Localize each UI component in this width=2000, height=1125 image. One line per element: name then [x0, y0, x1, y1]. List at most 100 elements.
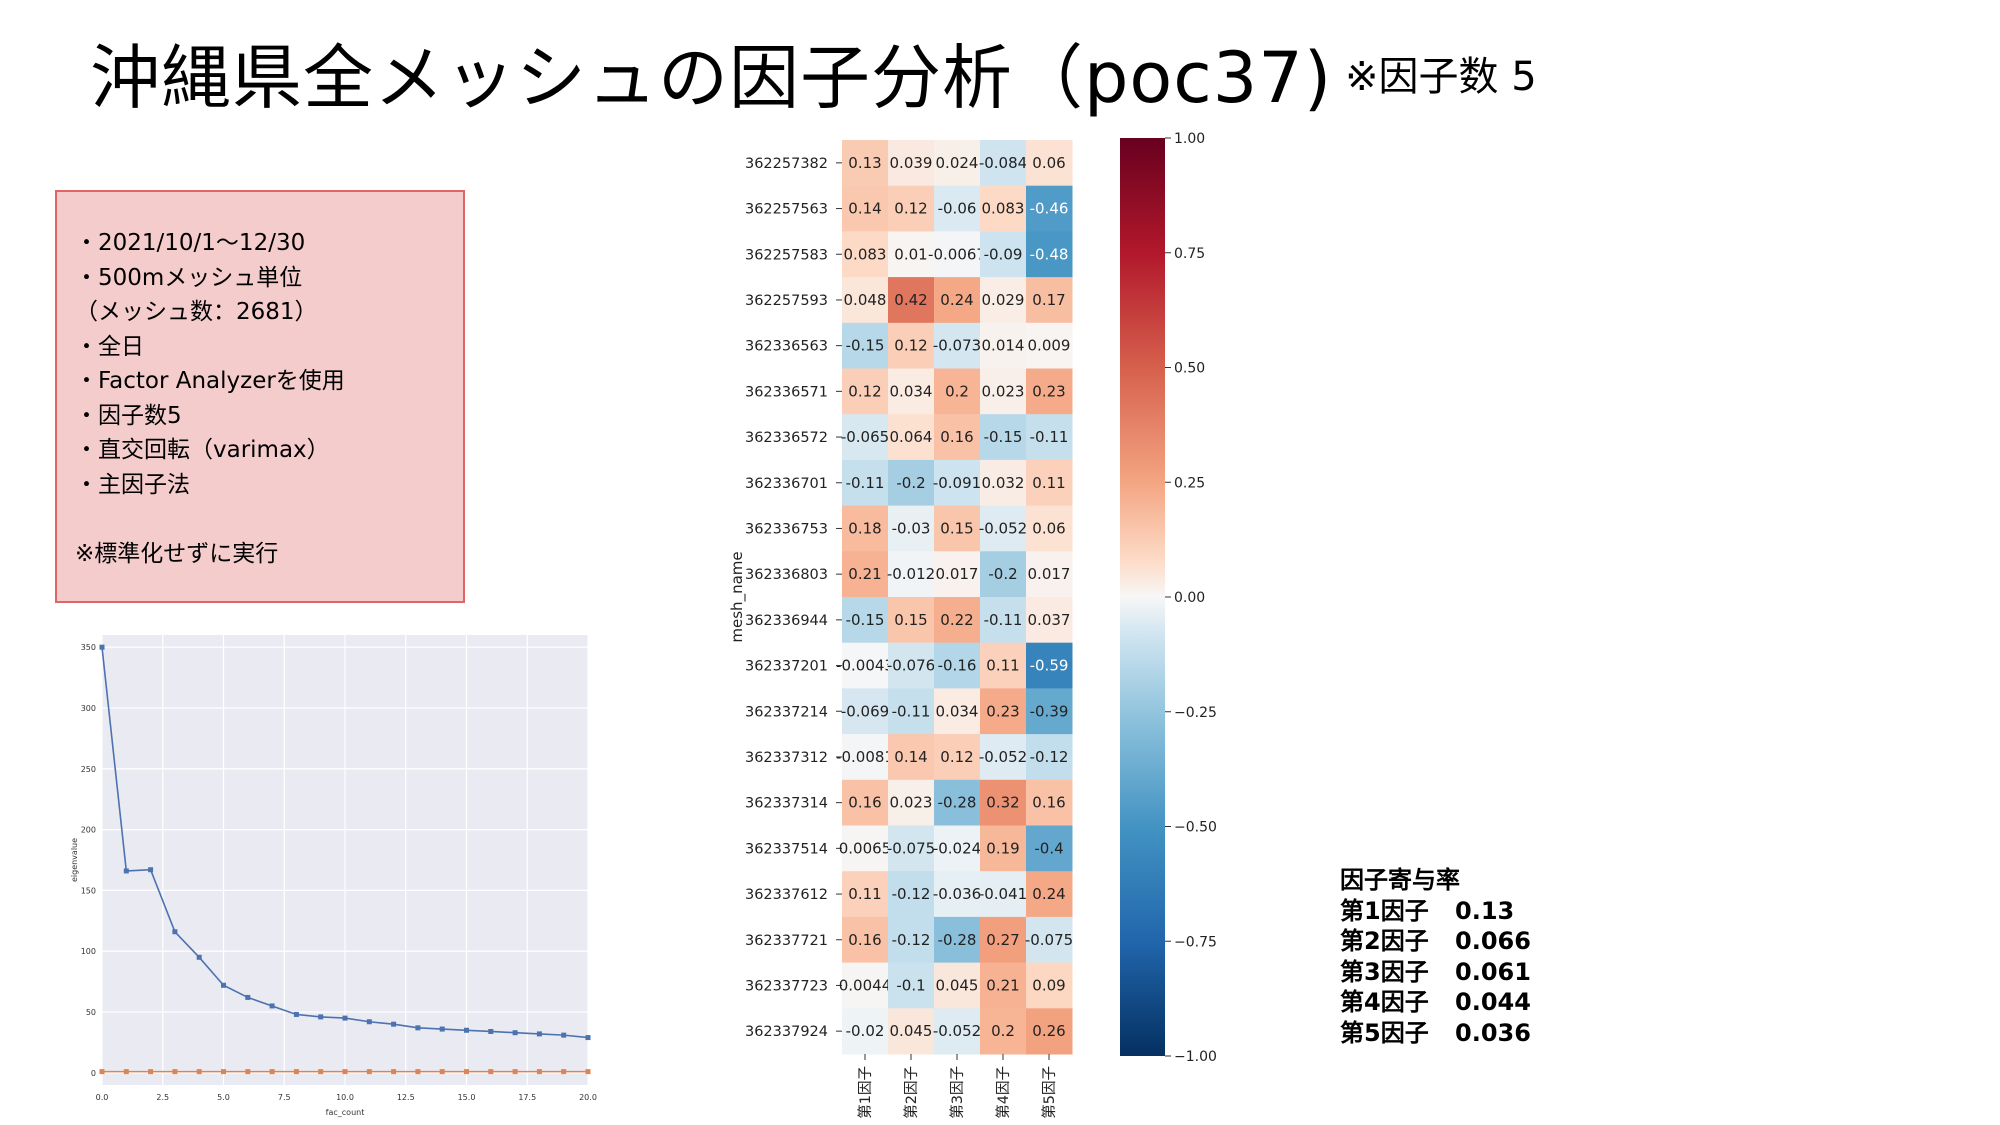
heatmap-cell — [1026, 185, 1073, 232]
cell-value: 0.12 — [940, 748, 973, 766]
cell-value: 0.014 — [982, 337, 1025, 355]
heatmap-cell — [842, 322, 889, 369]
cell-value: -0.12 — [1030, 748, 1069, 766]
heatmap-cell — [1026, 277, 1073, 324]
heatmap-cell — [1026, 231, 1073, 278]
cell-value: 0.023 — [982, 382, 1025, 400]
cell-value: -0.091 — [933, 474, 981, 492]
row-label: 362337314 — [745, 796, 828, 812]
heatmap-cell — [888, 825, 935, 872]
heatmap-cell — [888, 688, 935, 735]
heatmap-cell — [1026, 368, 1073, 415]
heatmap-cell — [1026, 1008, 1073, 1055]
cell-value: 0.23 — [986, 702, 1019, 720]
cell-value: 0.18 — [848, 519, 881, 537]
row-label: 362337214 — [745, 704, 828, 720]
row-label: 362336753 — [745, 521, 828, 537]
heatmap-cell — [980, 140, 1027, 187]
heatmap-cell — [842, 642, 889, 689]
heatmap-cell — [980, 871, 1027, 918]
heatmap-cell — [980, 779, 1027, 826]
heatmap-cell — [980, 551, 1027, 598]
cell-value: 0.024 — [936, 154, 979, 172]
cell-value: 0.24 — [940, 291, 973, 309]
row-label: 362336803 — [745, 567, 828, 583]
cell-value: 0.12 — [894, 200, 927, 218]
colorbar-tick-label: 0.25 — [1174, 475, 1205, 491]
cell-value: 0.017 — [1028, 565, 1071, 583]
heatmap-cell — [934, 322, 981, 369]
contribution-table: 因子寄与率 第1因子 0.13 第2因子 0.066 第3因子 0.061 第4… — [1340, 865, 1531, 1048]
heatmap-cell — [888, 1008, 935, 1055]
contribution-label: 第1因子 — [1340, 896, 1429, 925]
cell-value: -0.0067 — [928, 245, 986, 263]
contribution-row: 第3因子 0.061 — [1340, 957, 1531, 988]
y-tick-label: 200 — [81, 826, 96, 835]
heatmap-cell — [980, 825, 1027, 872]
heatmap-cell — [1026, 688, 1073, 735]
data-point — [342, 1015, 348, 1021]
cell-value: -0.46 — [1030, 200, 1069, 218]
cell-value: 0.24 — [1032, 885, 1065, 903]
data-point — [221, 1069, 226, 1075]
cell-value: -0.39 — [1030, 702, 1069, 720]
heatmap-cell — [842, 688, 889, 735]
heatmap-cell — [934, 551, 981, 598]
data-point — [585, 1069, 591, 1075]
cell-value: 0.12 — [848, 382, 881, 400]
heatmap-cell — [934, 825, 981, 872]
cell-value: -0.4 — [1034, 839, 1063, 857]
data-point — [439, 1026, 445, 1032]
heatmap-cell — [888, 779, 935, 826]
row-label: 362336563 — [745, 339, 828, 355]
info-box: ・2021/10/1〜12/30 ・500mメッシュ単位 （メッシュ数：2681… — [55, 190, 465, 603]
cell-value: 0.2 — [991, 1022, 1015, 1040]
cell-value: -0.041 — [979, 885, 1027, 903]
cell-value: -0.16 — [938, 657, 977, 675]
cell-value: 0.23 — [1032, 382, 1065, 400]
data-point — [488, 1069, 494, 1075]
heatmap-cell — [934, 459, 981, 507]
data-point — [439, 1069, 445, 1075]
cell-value: -0.09 — [984, 245, 1023, 263]
cell-value: 0.037 — [1028, 611, 1071, 629]
info-line: ・Factor Analyzerを使用 — [75, 368, 345, 394]
cell-value: -0.012 — [887, 565, 935, 583]
colorbar-tick-label: 0.50 — [1174, 361, 1205, 377]
cell-value: 0.039 — [890, 154, 933, 172]
info-line — [75, 502, 445, 537]
heatmap-cell — [888, 368, 935, 415]
cell-value: 0.21 — [986, 976, 1019, 994]
contribution-value: 0.061 — [1455, 957, 1531, 986]
scree-plot: 0.0 2.5 5.0 7.5 10.0 12.5 15.0 17.5 20.0 0 50 100 15… — [70, 635, 597, 1117]
heatmap-cell — [980, 231, 1027, 278]
heatmap-cell — [842, 459, 889, 507]
colorbar-tick-label: 0.00 — [1174, 590, 1205, 606]
data-point — [536, 1031, 542, 1037]
data-point — [512, 1030, 518, 1036]
heatmap-cell — [842, 1008, 889, 1055]
cell-value: -0.024 — [933, 839, 981, 857]
data-point — [464, 1069, 469, 1075]
cell-value: -0.2 — [896, 474, 925, 492]
cell-value: -0.11 — [984, 611, 1023, 629]
data-point — [148, 867, 154, 873]
data-point — [172, 1069, 178, 1075]
cell-value: -0.48 — [1030, 245, 1069, 263]
cell-value: 0.048 — [844, 291, 887, 309]
heatmap-cell — [1026, 779, 1073, 826]
y-tick-label: 0 — [91, 1069, 96, 1078]
heatmap-cell — [1026, 871, 1073, 918]
column-label: 第1因子 — [856, 1066, 874, 1119]
cell-value: 0.023 — [890, 794, 933, 812]
heatmap-cell — [888, 551, 935, 598]
cell-value: 0.17 — [1032, 291, 1065, 309]
heatmap-cell — [934, 368, 981, 415]
data-point — [561, 1032, 567, 1038]
cell-value: -0.0043 — [836, 657, 894, 675]
y-tick-label: 250 — [81, 765, 96, 774]
info-line: ・因子数5 — [75, 402, 182, 429]
cell-value: 0.06 — [1032, 519, 1065, 537]
heatmap-cell — [934, 277, 981, 324]
x-tick-label: 0.0 — [96, 1093, 109, 1102]
